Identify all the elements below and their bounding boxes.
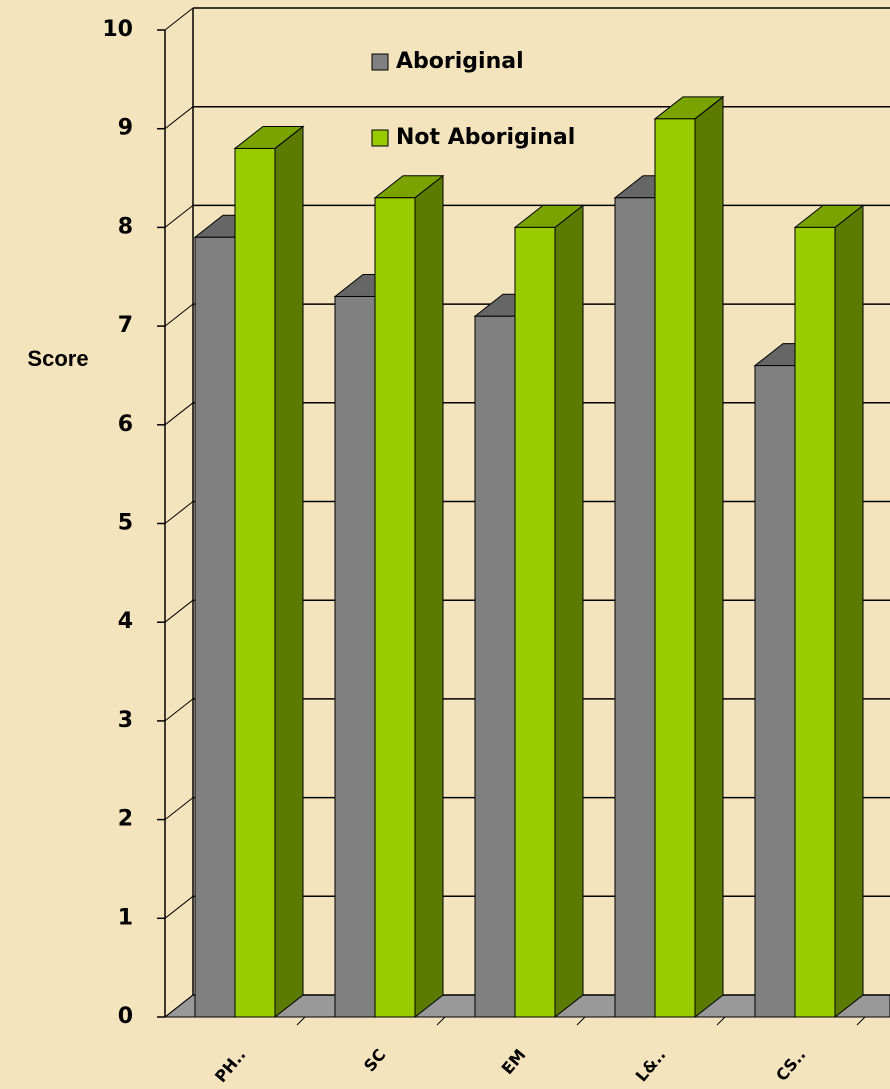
- legend-swatch: [371, 129, 389, 147]
- y-tick-label: 0: [118, 1004, 133, 1029]
- grid-line: [164, 599, 194, 623]
- bar: [653, 95, 725, 1019]
- y-tick-label: 3: [118, 708, 133, 733]
- y-tick-label: 4: [118, 609, 133, 634]
- bar-front: [334, 295, 376, 1018]
- bar-front: [194, 236, 236, 1018]
- x-tick-mark: [576, 1016, 586, 1026]
- grid-line: [164, 797, 194, 820]
- bar-side: [274, 125, 304, 1019]
- bar-front: [514, 226, 556, 1018]
- grid-line: [164, 7, 194, 31]
- legend-label: Not Aboriginal: [396, 125, 575, 150]
- grid-line: [164, 698, 194, 722]
- x-tick-mark: [296, 1016, 306, 1026]
- y-axis-label: Score: [27, 346, 88, 371]
- y-tick-label: 8: [118, 214, 133, 239]
- y-tick-label: 6: [118, 412, 133, 437]
- bar-front: [654, 118, 696, 1018]
- bar-side: [554, 204, 584, 1019]
- bar: [373, 174, 445, 1019]
- x-tick-mark: [856, 1016, 866, 1026]
- bar-front: [474, 315, 516, 1018]
- bar-front: [374, 197, 416, 1018]
- grid-line: [164, 303, 194, 327]
- bar-side: [834, 204, 864, 1019]
- bar-front: [794, 226, 836, 1018]
- grid-line: [164, 994, 194, 1018]
- y-tick-label: 5: [118, 511, 133, 536]
- y-tick-label: 10: [102, 17, 133, 42]
- grid-line: [164, 205, 194, 228]
- legend-swatch: [371, 53, 389, 71]
- bar-front: [234, 147, 276, 1018]
- x-tick-mark: [436, 1016, 446, 1026]
- y-tick-label: 9: [118, 116, 133, 141]
- bar: [513, 204, 585, 1019]
- bar-side: [694, 95, 724, 1019]
- grid-line: [164, 895, 194, 919]
- bar: [793, 204, 865, 1019]
- bar-front: [614, 197, 656, 1018]
- y-tick-label: 1: [118, 905, 133, 930]
- bar-side: [414, 174, 444, 1019]
- y-tick-label: 7: [118, 313, 133, 338]
- bar-front: [754, 365, 796, 1018]
- grid-line: [164, 106, 194, 130]
- grid-line: [164, 402, 194, 426]
- grid-line: [164, 501, 194, 524]
- y-tick-label: 2: [118, 807, 133, 832]
- bar: [233, 125, 305, 1019]
- legend-label: Aboriginal: [396, 49, 524, 74]
- x-tick-mark: [716, 1016, 726, 1026]
